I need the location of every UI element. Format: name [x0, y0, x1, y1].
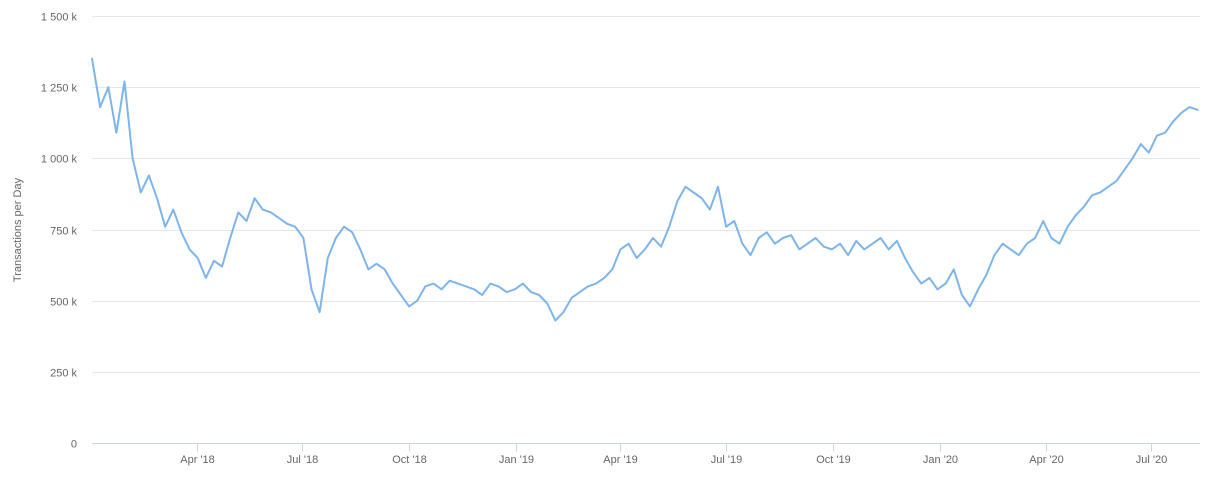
x-tick-label: Jul '20	[1136, 454, 1167, 466]
series-group	[91, 57, 1199, 322]
x-tick-label: Apr '19	[603, 454, 638, 466]
y-axis-tick-labels: 0 250 k 500 k 750 k 1 000 k 1 250 k 1 500 k	[41, 12, 78, 451]
x-tick-label: Jan '19	[499, 454, 534, 466]
x-tick-label: Apr '18	[180, 454, 215, 466]
x-tick-label: Oct '18	[392, 454, 427, 466]
x-tick-label: Oct '19	[816, 454, 851, 466]
x-tick-label: Jul '18	[287, 454, 318, 466]
series-line	[91, 57, 1199, 322]
y-tick-label: 750 k	[50, 226, 77, 238]
x-tick-label: Apr '20	[1029, 454, 1064, 466]
y-tick-label: 1 000 k	[41, 154, 78, 166]
y-axis-title: Transactions per Day	[12, 177, 24, 282]
x-tick-label: Jul '19	[711, 454, 742, 466]
x-axis-tick-labels: Apr '18 Jul '18 Oct '18 Jan '19 Apr '19 Jul '…	[180, 454, 1167, 466]
y-tick-label: 1 500 k	[41, 12, 78, 24]
y-tick-label: 0	[71, 439, 77, 451]
x-axis-ticks	[197, 443, 1152, 452]
y-tick-label: 1 250 k	[41, 83, 78, 95]
y-tick-label: 500 k	[50, 297, 77, 309]
horizontal-gridlines	[92, 16, 1200, 373]
y-tick-label: 250 k	[50, 368, 77, 380]
x-tick-label: Jan '20	[923, 454, 958, 466]
